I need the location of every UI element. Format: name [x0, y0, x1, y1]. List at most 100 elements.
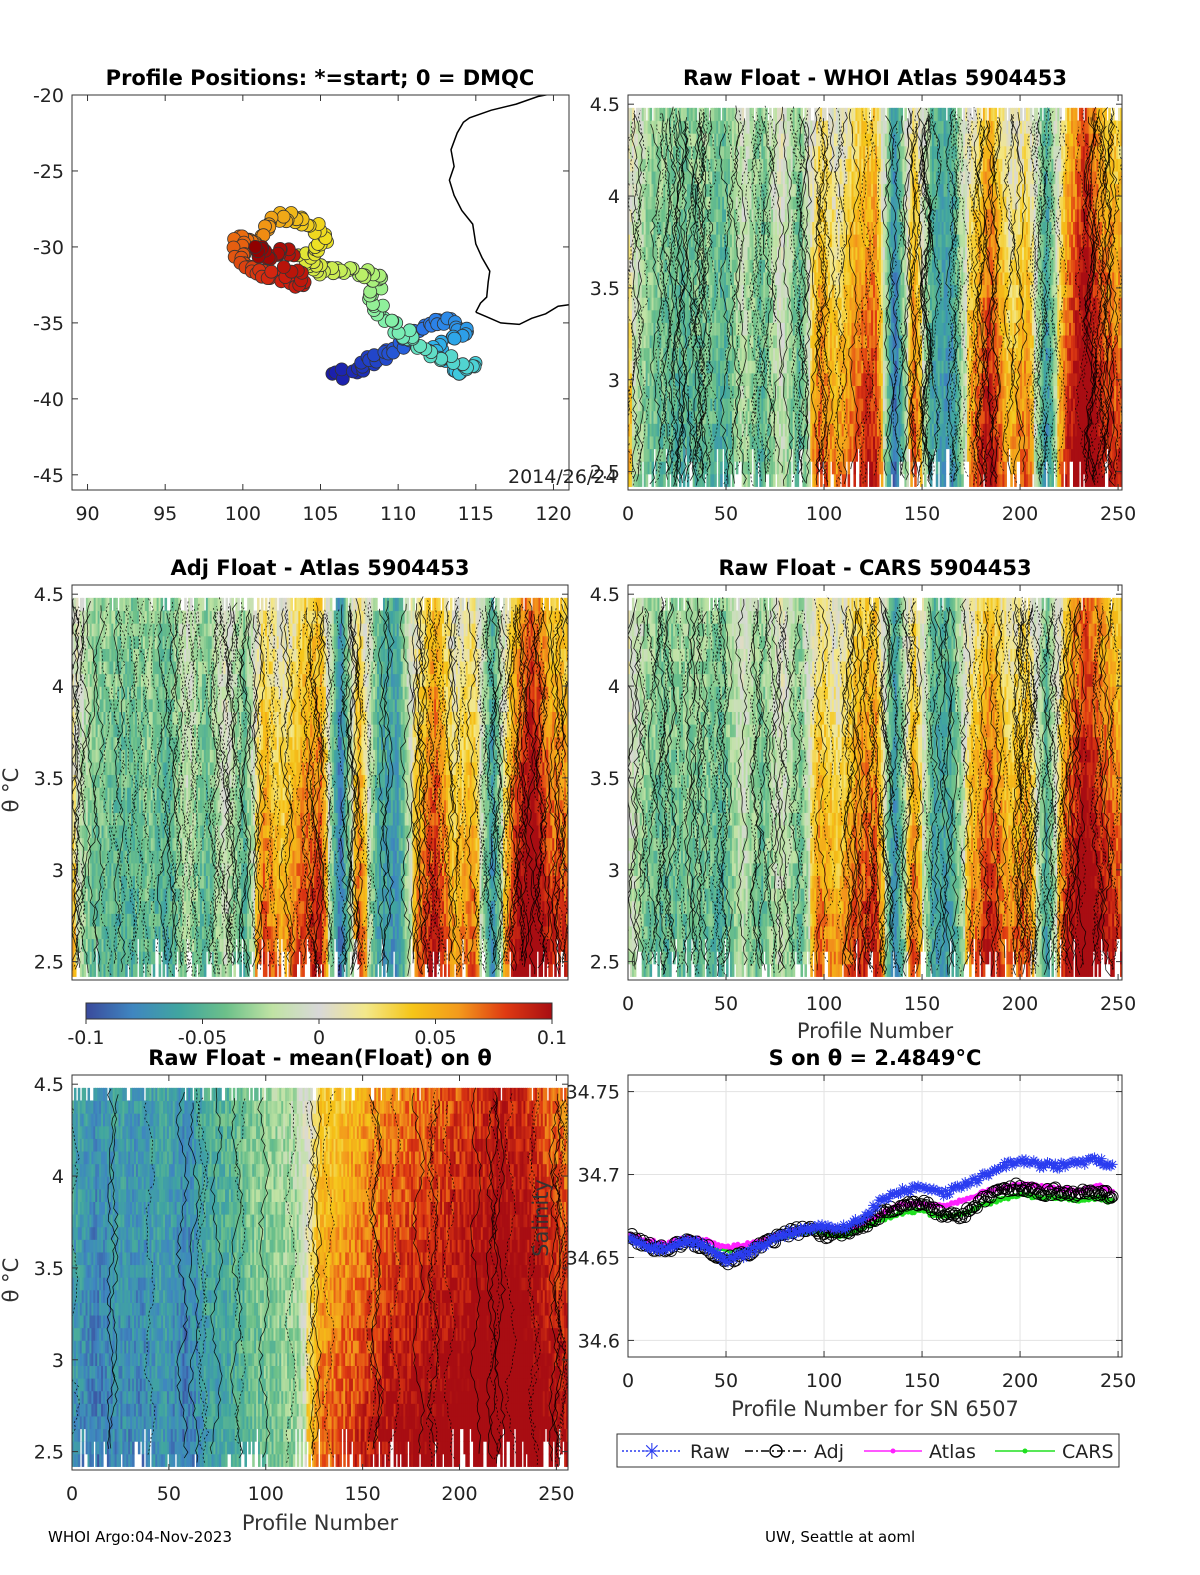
heatmap-cell — [665, 309, 668, 323]
heatmap-cell — [775, 398, 778, 412]
heatmap-cell — [686, 208, 690, 222]
heatmap-cell — [810, 196, 813, 210]
heatmap-cell — [859, 183, 862, 197]
heatmap-cell — [839, 322, 843, 336]
heatmap-cell — [906, 259, 909, 273]
heatmap-cell — [892, 145, 896, 159]
heatmap-cell — [796, 120, 800, 134]
heatmap-cell — [677, 196, 680, 210]
heatmap-cell — [647, 246, 651, 260]
heatmap-cell — [906, 145, 909, 159]
heatmap-cell — [800, 158, 804, 172]
heatmap-cell — [704, 309, 708, 323]
heatmap-cell — [918, 360, 921, 374]
heatmap-cell — [692, 360, 696, 374]
heatmap-cell — [639, 297, 643, 311]
heatmap-cell — [753, 322, 757, 336]
heatmap-cell — [665, 360, 668, 374]
heatmap-cell — [898, 221, 902, 235]
heatmap-cell — [706, 234, 709, 248]
heatmap-cell — [824, 322, 827, 336]
heatmap-cell — [731, 170, 735, 185]
heatmap-cell — [733, 183, 737, 197]
heatmap-cell — [751, 334, 755, 349]
heatmap-cell — [835, 461, 839, 475]
heatmap-cell — [845, 347, 849, 361]
heatmap-cell — [890, 334, 894, 349]
heatmap-cell — [786, 322, 790, 336]
heatmap-cell — [880, 145, 884, 159]
heatmap-cell — [892, 107, 896, 122]
heatmap-cell — [788, 259, 792, 273]
heatmap-cell — [845, 423, 849, 437]
heatmap-cell — [816, 309, 819, 323]
heatmap-cell — [720, 309, 723, 323]
heatmap-cell — [816, 385, 819, 399]
heatmap-cell — [857, 221, 860, 235]
heatmap-cell — [873, 410, 876, 424]
heatmap-cell — [890, 234, 894, 248]
heatmap-cell — [882, 435, 886, 450]
heatmap-cell — [659, 221, 662, 235]
heatmap-cell — [720, 196, 723, 210]
heatmap-cell — [631, 334, 635, 349]
heatmap-cell — [635, 120, 639, 134]
heatmap-cell — [825, 461, 829, 475]
heatmap-cell — [769, 372, 772, 387]
heatmap-cell — [714, 284, 717, 298]
heatmap-cell — [916, 246, 919, 260]
heatmap-cell — [631, 322, 635, 336]
heatmap-cell — [653, 196, 657, 210]
heatmap-cell — [767, 259, 770, 273]
heatmap-cell — [835, 271, 839, 286]
heatmap-cell — [839, 208, 843, 222]
heatmap-cell — [810, 360, 813, 374]
heatmap-cell — [941, 461, 945, 475]
heatmap-cell — [718, 398, 721, 412]
heatmap-cell — [755, 246, 758, 260]
heatmap-cell — [780, 297, 784, 311]
heatmap-cell — [696, 473, 700, 487]
heatmap-cell — [894, 158, 898, 172]
heatmap-cell — [814, 133, 817, 147]
heatmap-cell — [729, 271, 733, 286]
heatmap-cell — [875, 360, 878, 374]
heatmap-cell — [716, 372, 719, 387]
heatmap-cell — [680, 145, 684, 159]
heatmap-cell — [884, 133, 888, 147]
heatmap-cell — [859, 246, 862, 260]
heatmap-cell — [680, 461, 684, 475]
heatmap-cell — [665, 334, 668, 349]
heatmap-cell — [667, 234, 670, 248]
heatmap-cell — [792, 284, 796, 298]
heatmap-cell — [816, 334, 819, 349]
heatmap-cell — [920, 259, 923, 273]
heatmap-cell — [865, 259, 868, 273]
heatmap-cell — [886, 334, 890, 349]
heatmap-cell — [726, 473, 729, 487]
heatmap-cell — [726, 246, 729, 260]
heatmap-cell — [739, 435, 743, 450]
heatmap-cell — [904, 170, 907, 185]
heatmap-cell — [804, 271, 807, 286]
heatmap-cell — [898, 334, 902, 349]
heatmap-cell — [649, 196, 653, 210]
heatmap-cell — [914, 448, 917, 462]
heatmap-cell — [837, 183, 841, 197]
salinity-title: S on θ = 2.4849°C — [769, 1046, 982, 1070]
heatmap-cell — [716, 322, 719, 336]
heatmap-cell — [643, 322, 647, 336]
heatmap-cell — [729, 158, 733, 172]
heatmap-cell — [892, 435, 896, 450]
heatmap-cell — [745, 435, 749, 450]
heatmap-cell — [667, 221, 670, 235]
heatmap-cell — [820, 246, 823, 260]
heatmap-cell — [745, 297, 749, 311]
heatmap-cell — [680, 133, 684, 147]
heatmap-cell — [651, 145, 655, 159]
heatmap-cell — [759, 410, 762, 424]
heatmap-cell — [857, 120, 860, 134]
heatmap-cell — [661, 246, 664, 260]
heatmap-cell — [680, 347, 684, 361]
heatmap-cell — [708, 208, 711, 222]
